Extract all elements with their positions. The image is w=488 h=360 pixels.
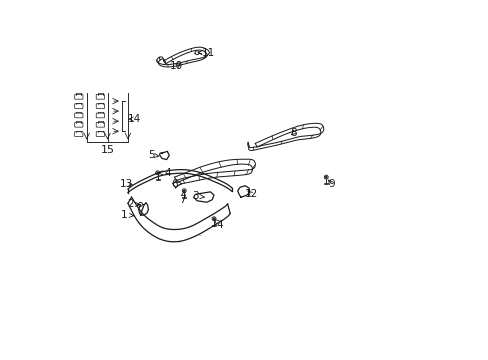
Circle shape [157,172,158,174]
Text: 10: 10 [169,61,183,71]
Text: 11: 11 [198,48,215,58]
Text: 3: 3 [191,191,204,201]
Circle shape [183,190,184,191]
Text: 4: 4 [214,219,223,230]
Text: 7: 7 [179,192,186,205]
Text: 15: 15 [101,144,114,154]
Text: 2: 2 [127,199,140,210]
Text: 9: 9 [327,179,334,189]
Text: 4: 4 [158,168,170,178]
Text: 5: 5 [148,150,158,160]
Text: 8: 8 [290,128,297,138]
Text: 12: 12 [244,189,258,199]
Text: 13: 13 [120,179,133,189]
Text: 14: 14 [127,114,141,124]
Text: 6: 6 [171,179,182,189]
Text: 1: 1 [121,210,133,220]
Circle shape [213,218,214,219]
